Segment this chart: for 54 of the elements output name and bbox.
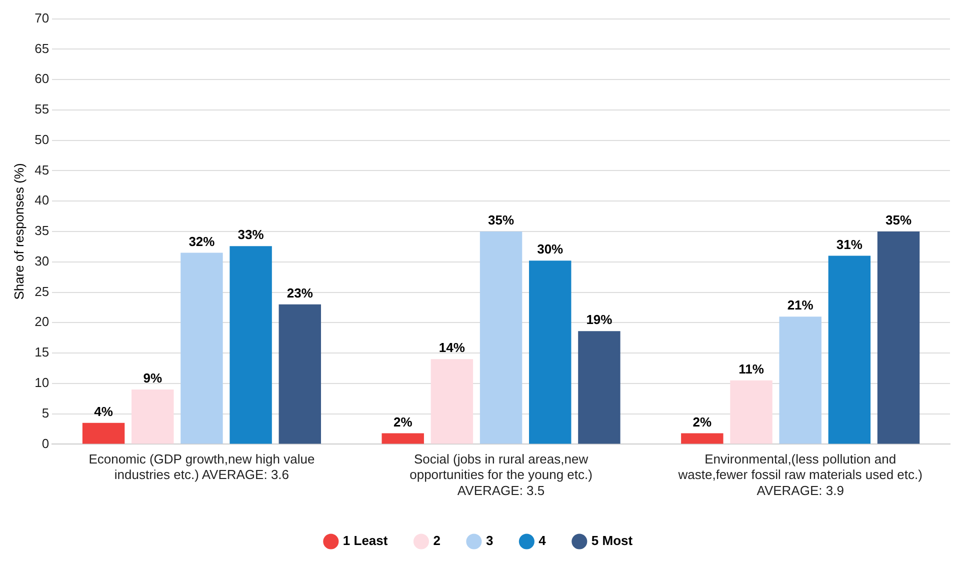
data-label: 2% xyxy=(692,414,712,430)
bar xyxy=(779,316,822,444)
bar xyxy=(430,359,474,444)
x-tick-label: Environmental,(less pollution and waste,fewer fossil raw materials used etc.) AVERAGE: 3.9 xyxy=(677,452,922,498)
y-tick-label: 70 xyxy=(34,10,50,26)
y-tick-label: 10 xyxy=(34,375,50,390)
data-label: 32% xyxy=(188,234,216,249)
y-tick-label: 30 xyxy=(34,253,50,268)
y-tick-label: 45 xyxy=(34,162,50,178)
bar xyxy=(828,256,871,444)
y-axis-title: Share of responses (%) xyxy=(11,163,26,300)
y-tick-label: 5 xyxy=(42,405,50,420)
bar xyxy=(578,331,620,444)
y-tick-label: 20 xyxy=(34,314,50,330)
bar xyxy=(180,252,223,444)
legend-label: 5 Most xyxy=(591,533,634,548)
y-tick-label: 25 xyxy=(34,284,50,299)
x-tick-label: Economic (GDP growth,new high value industries etc.) AVERAGE: 3.6 xyxy=(88,452,315,482)
y-tick-label: 60 xyxy=(34,71,50,86)
y-tick-label: 0 xyxy=(42,436,50,451)
bar xyxy=(529,260,572,444)
y-tick-label: 15 xyxy=(34,344,50,360)
bar xyxy=(230,246,272,444)
y-tick-label: 55 xyxy=(34,102,50,117)
data-label: 31% xyxy=(836,236,863,252)
legend-label: 4 xyxy=(538,533,547,548)
x-tick-label: Social (jobs in rural areas,new opportunities for the young etc.) AVERAGE: 3.5 xyxy=(410,452,592,498)
data-label: 21% xyxy=(787,298,814,313)
bar xyxy=(730,380,772,444)
data-label: 11% xyxy=(738,361,764,376)
data-label: 14% xyxy=(438,340,466,356)
data-label: 19% xyxy=(586,312,613,328)
y-tick-label: 35 xyxy=(34,223,50,238)
data-label: 35% xyxy=(488,212,514,228)
bar xyxy=(382,433,424,444)
legend-label: 2 xyxy=(433,533,440,548)
data-label: 33% xyxy=(238,227,264,242)
data-label: 4% xyxy=(94,404,114,420)
bar xyxy=(480,232,522,444)
bar xyxy=(132,390,174,444)
bar xyxy=(82,422,125,444)
data-label: 35% xyxy=(886,212,912,228)
bar xyxy=(681,433,724,444)
legend-label: 1 Least xyxy=(342,533,388,548)
bar xyxy=(278,304,321,444)
data-label: 30% xyxy=(537,242,564,257)
data-label: 2% xyxy=(393,414,413,430)
data-label: 23% xyxy=(286,286,314,301)
y-tick-label: 50 xyxy=(34,132,50,147)
legend-label: 3 xyxy=(486,533,494,548)
data-label: 9% xyxy=(143,370,162,386)
bar xyxy=(877,232,920,444)
y-tick-label: 40 xyxy=(34,192,50,208)
y-tick-label: 65 xyxy=(34,40,50,56)
